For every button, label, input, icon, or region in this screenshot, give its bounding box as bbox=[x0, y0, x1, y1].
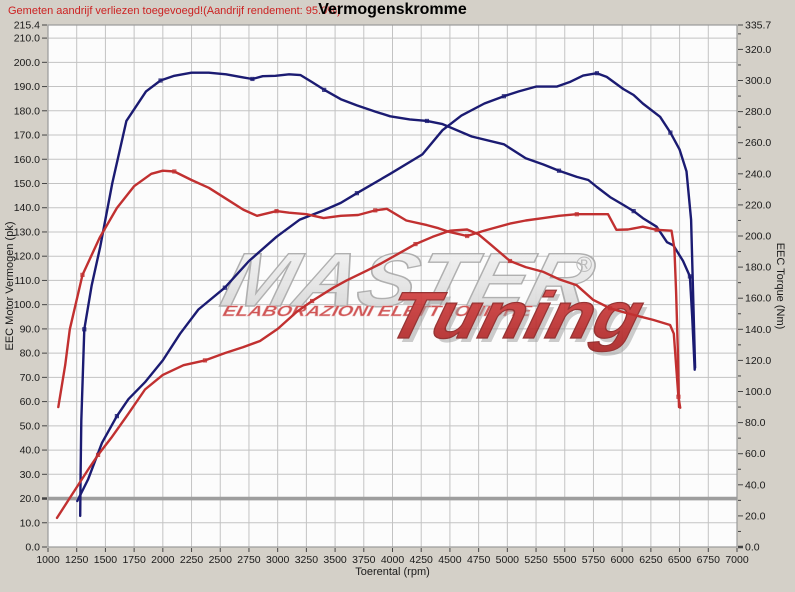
watermark-tuning-text: Tuning bbox=[380, 279, 650, 353]
x-axis-tick-label: 1750 bbox=[122, 554, 146, 566]
left-axis-tick-label: 80.0 bbox=[20, 348, 41, 360]
x-axis-tick-label: 3250 bbox=[295, 554, 319, 566]
watermark-master-text: MASTER bbox=[214, 238, 603, 323]
left-axis-tick-label: 170.0 bbox=[14, 130, 40, 142]
right-axis-tick-label: 180.0 bbox=[745, 262, 771, 274]
x-axis-tick-label: 7000 bbox=[725, 554, 749, 566]
x-axis-tick-label: 1000 bbox=[36, 554, 60, 566]
right-axis-tick-label: 40.0 bbox=[745, 479, 766, 491]
x-axis-tick-label: 5500 bbox=[553, 554, 577, 566]
right-axis-tick-label: 220.0 bbox=[745, 199, 771, 211]
x-axis-tick-label: 5250 bbox=[524, 554, 548, 566]
series-vermogen-tuned bbox=[76, 71, 697, 503]
left-axis-tick-label: 90.0 bbox=[20, 323, 41, 335]
left-axis-tick-label: 140.0 bbox=[14, 202, 40, 214]
right-axis-tick-label: 120.0 bbox=[745, 355, 771, 367]
grid bbox=[48, 25, 737, 547]
x-axis-tick-label: 3000 bbox=[266, 554, 290, 566]
left-axis-tick-label: 50.0 bbox=[20, 420, 41, 432]
right-axis-tick-label: 100.0 bbox=[745, 386, 771, 398]
right-axis-tick-label: 240.0 bbox=[745, 168, 771, 180]
right-axis-tick-label: 200.0 bbox=[745, 231, 771, 243]
left-axis-tick-label: 0.0 bbox=[25, 542, 40, 554]
right-axis-tick-label: 140.0 bbox=[745, 324, 771, 336]
left-axis-tick-label: 160.0 bbox=[14, 154, 40, 166]
left-axis-title: EEC Motor Vermogen (pk) bbox=[4, 221, 16, 351]
x-axis-tick-label: 3500 bbox=[323, 554, 347, 566]
x-axis-tick-label: 2250 bbox=[180, 554, 204, 566]
right-axis-tick-label: 20.0 bbox=[745, 510, 766, 522]
x-axis-tick-label: 6500 bbox=[668, 554, 692, 566]
left-axis-tick-label: 70.0 bbox=[20, 372, 41, 384]
series-koppel-tuned bbox=[78, 71, 696, 518]
left-axis-tick-label: 100.0 bbox=[14, 299, 40, 311]
left-axis-tick-label: 110.0 bbox=[15, 275, 41, 287]
left-axis-tick-label: 120.0 bbox=[14, 251, 40, 263]
right-axis-tick-label: 80.0 bbox=[745, 417, 766, 429]
left-axis-tick-label: 60.0 bbox=[20, 396, 41, 408]
series-vermogen-stock bbox=[55, 228, 682, 520]
axes-ticks-and-labels: 0.0 10.0 20.0 30.0 40.0 50.0 60.0 70.0 80.0 90.0 1… bbox=[14, 20, 772, 567]
series-koppel-stock bbox=[57, 169, 681, 409]
watermark-tuning-shadow: Tuning bbox=[384, 283, 654, 357]
right-axis-tick-label: 60.0 bbox=[745, 448, 766, 460]
left-axis-tick-label: 180.0 bbox=[14, 105, 40, 117]
left-axis-tick-label: 200.0 bbox=[14, 57, 40, 69]
x-axis-tick-label: 6750 bbox=[697, 554, 721, 566]
left-axis-tick-label: 10.0 bbox=[20, 517, 41, 529]
x-axis-tick-label: 5750 bbox=[582, 554, 606, 566]
right-axis-tick-label: 0.0 bbox=[745, 542, 760, 554]
left-axis-tick-label: 130.0 bbox=[14, 226, 40, 238]
left-axis-tick-label: 210.0 bbox=[14, 33, 40, 45]
right-axis-tick-label: 320.0 bbox=[745, 44, 771, 56]
x-axis-tick-label: 4750 bbox=[467, 554, 491, 566]
left-axis-tick-label: 190.0 bbox=[14, 81, 40, 93]
x-axis-tick-label: 6250 bbox=[639, 554, 663, 566]
x-axis-tick-label: 1250 bbox=[65, 554, 89, 566]
x-axis-tick-label: 3750 bbox=[352, 554, 376, 566]
mastertuning-watermark: MASTER ELABORAZIONI ELETTRONICHE Tuning … bbox=[213, 237, 655, 357]
x-axis-tick-label: 4250 bbox=[410, 554, 434, 566]
curves bbox=[55, 71, 697, 520]
x-axis-tick-label: 5000 bbox=[496, 554, 520, 566]
left-axis-tick-label: 20.0 bbox=[20, 493, 41, 505]
x-axis-tick-label: 2750 bbox=[237, 554, 261, 566]
x-axis-tick-label: 2500 bbox=[209, 554, 233, 566]
right-axis-tick-label: 300.0 bbox=[745, 75, 771, 87]
right-axis-tick-label: 335.7 bbox=[745, 20, 771, 32]
right-axis-tick-label: 260.0 bbox=[745, 137, 771, 149]
x-axis-tick-label: 4000 bbox=[381, 554, 405, 566]
watermark-subtitle-text: ELABORAZIONI ELETTRONICHE bbox=[221, 303, 534, 320]
left-axis-tick-label: 150.0 bbox=[14, 178, 40, 190]
drivetrain-loss-note: Gemeten aandrijf verliezen toegevoegd!(A… bbox=[8, 5, 341, 17]
registered-trademark-icon: ® bbox=[576, 252, 592, 277]
right-axis-tick-label: 280.0 bbox=[745, 106, 771, 118]
right-axis-tick-label: 160.0 bbox=[745, 293, 771, 305]
x-axis-tick-label: 4500 bbox=[438, 554, 462, 566]
right-axis-title: EEC Torque (Nm) bbox=[774, 242, 786, 330]
plot-border bbox=[47, 24, 738, 548]
left-axis-tick-label: 40.0 bbox=[20, 445, 41, 457]
chart-title: Vermogenskromme bbox=[318, 1, 467, 18]
x-axis-tick-label: 2000 bbox=[151, 554, 175, 566]
x-axis-title: Toerental (rpm) bbox=[355, 566, 430, 578]
x-axis-tick-label: 1500 bbox=[94, 554, 118, 566]
left-axis-tick-label: 30.0 bbox=[20, 469, 41, 481]
x-axis-tick-label: 6000 bbox=[610, 554, 634, 566]
left-axis-tick-label: 215.4 bbox=[14, 20, 40, 32]
